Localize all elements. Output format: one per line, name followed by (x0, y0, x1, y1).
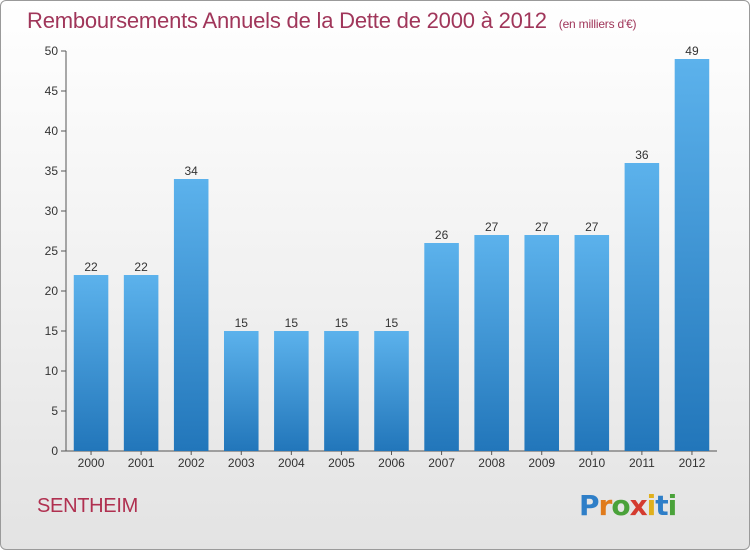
bar-value-label: 22 (84, 260, 98, 274)
bar-value-label: 15 (235, 316, 249, 330)
x-tick-label: 2001 (128, 456, 155, 470)
proxiti-logo[interactable]: Proxiti (579, 489, 678, 522)
chart-bars (73, 59, 710, 451)
bar-2009 (524, 235, 560, 451)
chart-unit: (en milliers d'€) (558, 17, 637, 31)
chart-title-text: Remboursements Annuels de la Dette de 20… (27, 8, 547, 33)
bar-2007 (424, 243, 459, 451)
y-tick-label: 40 (45, 124, 59, 138)
y-tick-label: 35 (45, 164, 59, 178)
bar-2003 (223, 331, 259, 451)
bar-value-label: 36 (635, 148, 649, 162)
logo-letter: o (611, 489, 630, 522)
y-tick-label: 5 (51, 404, 58, 418)
bar-value-label: 15 (335, 316, 349, 330)
x-tick-label: 2007 (428, 456, 455, 470)
y-tick-label: 15 (45, 324, 59, 338)
logo-letter: i (667, 489, 678, 522)
chart-title: Remboursements Annuels de la Dette de 20… (27, 8, 637, 34)
bar-2000 (73, 275, 109, 451)
x-tick-label: 2010 (578, 456, 605, 470)
bar-value-label: 26 (435, 228, 449, 242)
chart-labels: 2000 22 2001 22 2002 34 2003 15 2004 15 2005 15 2006… (78, 44, 706, 470)
x-tick-label: 2002 (178, 456, 205, 470)
bar-2005 (324, 331, 359, 451)
bar-2006 (374, 331, 409, 451)
x-tick-label: 2008 (478, 456, 505, 470)
y-tick-label: 20 (45, 284, 59, 298)
bar-value-label: 27 (485, 220, 499, 234)
bar-2004 (274, 331, 309, 451)
bar-2012 (674, 59, 710, 451)
x-tick-label: 2005 (328, 456, 355, 470)
bar-value-label: 22 (134, 260, 148, 274)
logo-letter: i (646, 489, 657, 522)
bar-value-label: 15 (385, 316, 399, 330)
bar-value-label: 15 (285, 316, 299, 330)
x-tick-label: 2006 (378, 456, 405, 470)
x-tick-label: 2000 (78, 456, 105, 470)
x-tick-label: 2009 (528, 456, 555, 470)
bar-2008 (474, 235, 509, 451)
x-tick-label: 2003 (228, 456, 255, 470)
y-tick-label: 10 (45, 364, 59, 378)
y-tick-label: 30 (45, 204, 59, 218)
bar-2001 (123, 275, 159, 451)
logo-letter: P (579, 489, 600, 522)
bar-value-label: 34 (185, 164, 199, 178)
y-tick-label: 0 (51, 444, 58, 458)
bar-value-label: 27 (585, 220, 599, 234)
y-tick-label: 45 (45, 84, 59, 98)
logo-letter: t (655, 489, 668, 522)
y-tick-label: 25 (45, 244, 59, 258)
x-tick-label: 2011 (629, 456, 655, 470)
bar-2010 (574, 235, 610, 451)
x-tick-label: 2004 (278, 456, 305, 470)
x-tick-label: 2012 (679, 456, 706, 470)
bar-value-label: 49 (685, 44, 699, 58)
bar-2002 (173, 179, 209, 451)
y-tick-label: 50 (45, 44, 59, 58)
logo-letter: x (629, 489, 648, 522)
commune-name: SENTHEIM (37, 495, 138, 517)
bar-2011 (624, 163, 660, 451)
logo-letter: r (598, 489, 613, 522)
bar-value-label: 27 (535, 220, 549, 234)
